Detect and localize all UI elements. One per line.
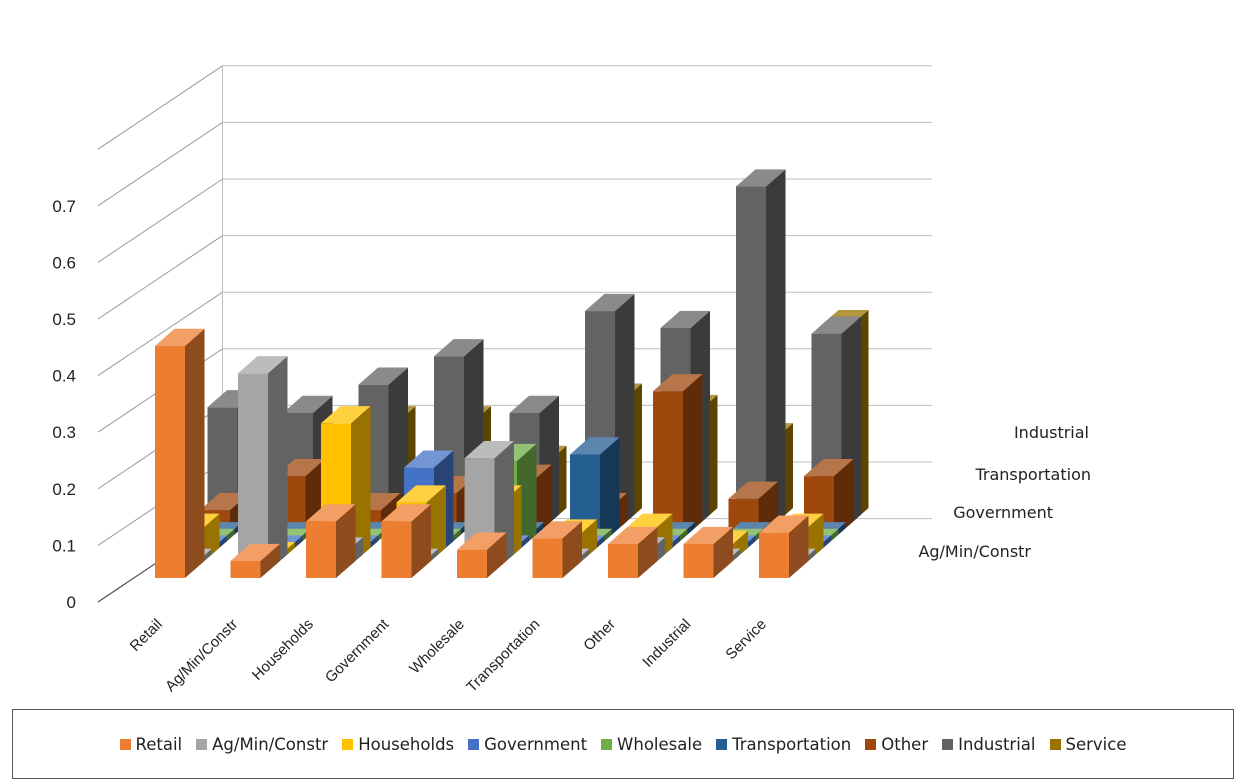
- legend-swatch: [342, 739, 353, 750]
- depth-axis-label: Ag/Min/Constr: [918, 542, 1031, 561]
- bar-retail-ag-min-constr: [231, 544, 281, 578]
- y-tick-label: 0: [67, 593, 76, 612]
- legend-swatch: [865, 739, 876, 750]
- bar-retail-industrial: [684, 527, 734, 578]
- legend-label: Retail: [136, 735, 183, 754]
- category-label: Government: [322, 615, 393, 686]
- y-tick-label: 0.2: [52, 480, 76, 499]
- side-wall-gridline: [98, 179, 223, 262]
- legend-swatch: [120, 739, 131, 750]
- legend-label: Transportation: [732, 735, 851, 754]
- category-label: Other: [580, 616, 619, 655]
- category-label: Households: [249, 616, 317, 684]
- legend-item: Government: [468, 735, 587, 754]
- legend-swatch: [716, 739, 727, 750]
- side-wall-gridline: [98, 236, 223, 319]
- legend-item: Wholesale: [601, 735, 702, 754]
- legend-label: Industrial: [958, 735, 1035, 754]
- chart-plot: 00.10.20.30.40.50.60.7RetailAg/Min/Const…: [0, 0, 1239, 705]
- legend-swatch: [601, 739, 612, 750]
- side-wall-gridline: [98, 66, 223, 149]
- legend-label: Service: [1066, 735, 1127, 754]
- category-label: Industrial: [639, 616, 694, 671]
- chart-legend: Retail Ag/Min/Constr Households Government W…: [12, 709, 1234, 779]
- legend-item: Households: [342, 735, 454, 754]
- y-tick-label: 0.6: [52, 253, 76, 272]
- legend-label: Other: [881, 735, 928, 754]
- bar-retail-retail: [155, 329, 205, 578]
- depth-axis-label: Government: [953, 503, 1053, 522]
- bar-retail-other: [608, 527, 658, 578]
- legend-swatch: [196, 739, 207, 750]
- legend-label: Ag/Min/Constr: [212, 735, 328, 754]
- legend-item: Ag/Min/Constr: [196, 735, 328, 754]
- bar-industrial-industrial: [736, 169, 786, 531]
- legend-item: Transportation: [716, 735, 851, 754]
- legend-item: Service: [1050, 735, 1127, 754]
- legend-item: Other: [865, 735, 928, 754]
- legend-swatch: [1050, 739, 1061, 750]
- legend-swatch: [468, 739, 479, 750]
- category-label: Retail: [127, 616, 166, 655]
- bar-retail-government: [382, 504, 432, 578]
- bar-retail-wholesale: [457, 533, 507, 578]
- y-tick-label: 0.3: [52, 423, 76, 442]
- category-label: Service: [722, 616, 769, 663]
- category-label: Ag/Min/Constr: [162, 616, 241, 695]
- y-tick-label: 0.1: [52, 536, 76, 555]
- legend-label: Government: [484, 735, 587, 754]
- legend-label: Wholesale: [617, 735, 702, 754]
- side-wall-gridline: [98, 122, 223, 205]
- bar-retail-households: [306, 504, 356, 578]
- bar-ag-min-constr-ag-min-constr: [238, 356, 288, 571]
- legend-label: Households: [358, 735, 454, 754]
- legend-item: Retail: [120, 735, 183, 754]
- depth-axis-label: Transportation: [974, 465, 1091, 484]
- legend-item: Industrial: [942, 735, 1035, 754]
- y-tick-label: 0.5: [52, 310, 76, 329]
- category-label: Wholesale: [406, 616, 468, 678]
- legend-swatch: [942, 739, 953, 750]
- y-tick-label: 0.7: [52, 197, 76, 216]
- category-label: Transportation: [463, 616, 543, 696]
- y-tick-label: 0.4: [52, 367, 76, 386]
- depth-axis-label: Industrial: [1014, 423, 1089, 442]
